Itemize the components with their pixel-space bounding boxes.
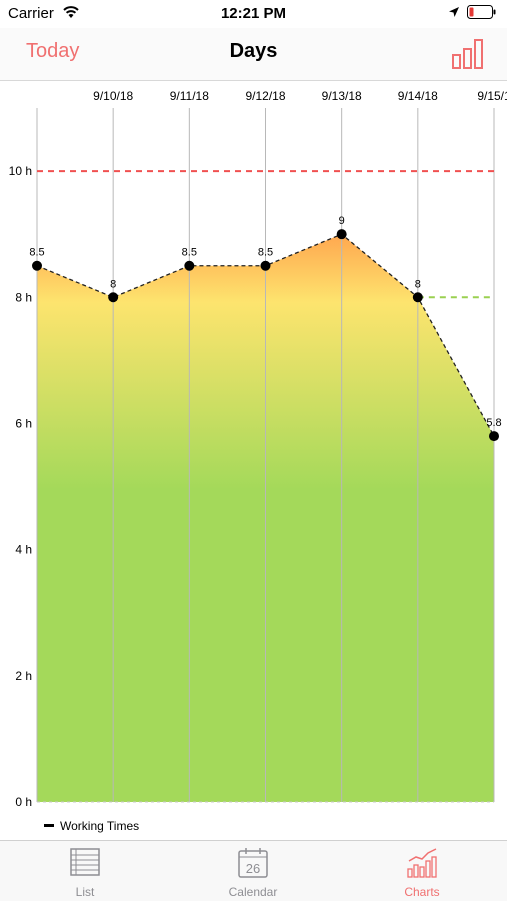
data-point	[336, 229, 347, 240]
chart-svg: 0 h 2 h 4 h 6 h 8 h 10 h 9/10/18 9/11/18 9/12/18…	[9, 89, 507, 809]
data-label: 8	[110, 278, 116, 290]
data-label: 8.5	[29, 247, 44, 259]
x-tick-label: 9/15/1	[477, 89, 507, 103]
x-tick-label: 9/10/18	[93, 89, 133, 103]
status-time: 12:21 PM	[220, 5, 287, 22]
list-icon	[70, 848, 100, 876]
data-label: 8.5	[182, 247, 197, 259]
y-tick-label: 2 h	[15, 669, 32, 683]
x-tick-label: 9/11/18	[170, 89, 209, 103]
data-label: 5.8	[486, 417, 501, 429]
tab-charts[interactable]: Charts	[362, 841, 482, 901]
battery-icon	[467, 5, 496, 19]
data-point	[260, 260, 271, 271]
x-tick-label: 9/14/18	[398, 89, 438, 103]
page-title: Days	[229, 40, 278, 62]
tab-charts-label: Charts	[404, 885, 440, 899]
tab-bar: List 26 Calendar Charts	[0, 840, 507, 901]
legend-swatch	[44, 824, 54, 828]
bar-chart-icon[interactable]	[450, 37, 486, 71]
navigation-bar: Today Days	[0, 28, 507, 81]
tab-list[interactable]: List	[25, 841, 145, 901]
status-bar: Carrier 12:21 PM	[0, 0, 507, 28]
data-label: 9	[339, 215, 345, 227]
data-point	[108, 292, 119, 303]
charts-icon	[407, 848, 437, 878]
legend-label: Working Times	[60, 818, 140, 833]
calendar-icon: 26	[238, 848, 268, 878]
data-point	[489, 431, 499, 442]
data-label: 8.5	[258, 247, 273, 259]
tab-calendar[interactable]: 26 Calendar	[193, 841, 313, 901]
data-label: 8	[415, 278, 421, 290]
today-button[interactable]: Today	[26, 40, 80, 62]
carrier-label: Carrier	[8, 5, 54, 22]
calendar-day-number: 26	[246, 861, 260, 876]
working-times-chart: 0 h 2 h 4 h 6 h 8 h 10 h 9/10/18 9/11/18 9/12/18…	[0, 80, 507, 840]
wifi-icon	[63, 6, 79, 18]
y-tick-label: 8 h	[15, 290, 32, 304]
location-arrow-icon	[449, 7, 459, 17]
y-tick-label: 6 h	[15, 416, 32, 430]
y-tick-label: 4 h	[15, 543, 32, 557]
data-point	[412, 292, 423, 303]
data-point	[184, 260, 195, 271]
y-tick-label: 10 h	[9, 164, 32, 178]
tab-list-label: List	[75, 885, 95, 899]
chart-legend: Working Times	[44, 818, 139, 834]
x-tick-label: 9/12/18	[245, 89, 285, 103]
x-tick-label: 9/13/18	[322, 89, 362, 103]
y-tick-label: 0 h	[15, 795, 32, 809]
data-point	[32, 260, 42, 271]
tab-calendar-label: Calendar	[228, 885, 278, 899]
